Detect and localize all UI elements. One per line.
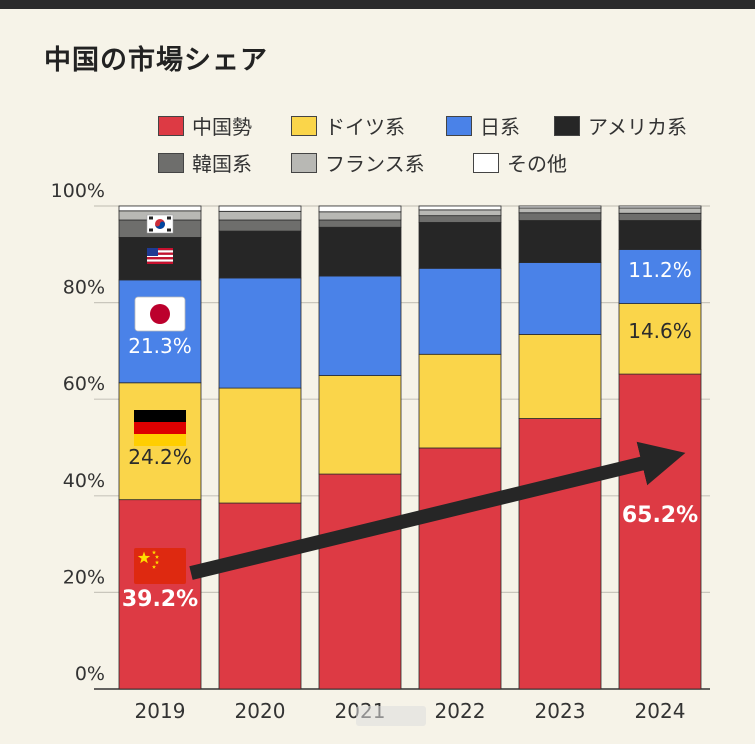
bar-segment [518,262,602,335]
bar-segment [618,205,702,209]
bar-segment [318,205,402,213]
japan-flag-icon [134,296,186,332]
bar-segment [618,220,702,250]
bar-segment [318,275,402,376]
legend-swatch-other [473,152,499,173]
data-label: 65.2% [622,503,698,528]
bar-segment [318,375,402,475]
legend-swatch-china [158,115,184,136]
bar-segment [418,353,502,449]
data-label: 39.2% [122,587,198,612]
watermark [356,706,426,726]
data-label: 24.2% [128,445,192,469]
legend-item-korea: 韓国系 [158,148,252,177]
south-korea-flag-icon [146,214,174,234]
legend-item-other: その他 [473,148,567,177]
china-flag-icon [134,548,186,584]
bar-segment [518,334,602,419]
bar-segment [318,219,402,228]
legend-label-america: アメリカ系 [588,115,687,139]
bar-segment [118,205,202,212]
x-tick-label: 2024 [635,699,686,723]
legend-label-japan: 日系 [480,115,520,139]
trend-arrow [189,441,686,580]
bar-segment [418,267,502,355]
bar-segment [318,473,402,690]
top-border [0,0,755,9]
bar-segment [418,205,502,211]
data-label: 11.2% [628,258,692,282]
legend-label-germany: ドイツ系 [325,115,405,139]
bar-segment [618,207,702,214]
bar-segment [218,387,302,504]
legend-swatch-france [291,152,317,173]
x-tick-label: 2020 [235,699,286,723]
bar-segment [418,215,502,223]
y-tick-label: 100% [51,180,105,202]
x-tick-label: 2023 [535,699,586,723]
bar-segment [618,373,702,690]
bar-segment [418,447,502,690]
bar-segment [218,219,302,232]
legend-swatch-germany [291,115,317,136]
y-tick-label: 40% [63,470,105,492]
bar-segment [318,226,402,277]
bar-segment [218,277,302,389]
bar-segment [518,207,602,214]
bar-segment [118,499,202,690]
bar-segment [218,230,302,279]
germany-flag-icon [134,410,186,446]
legend-item-japan: 日系 [446,111,520,140]
data-label: 14.6% [628,319,692,343]
y-tick-label: 80% [63,277,105,299]
legend-item-germany: ドイツ系 [291,111,405,140]
bar-segment [518,418,602,690]
bar-segment [518,205,602,209]
legend-label-china: 中国勢 [192,115,252,139]
y-tick-label: 0% [75,663,105,685]
bar-segment [218,502,302,690]
y-tick-label: 20% [63,566,105,588]
legend-swatch-japan [446,115,472,136]
legend-item-france: フランス系 [291,148,425,177]
united-states-flag-icon [147,248,173,264]
bar-segment [618,212,702,221]
bar-segment [418,222,502,269]
bar-segment [318,211,402,221]
legend-item-america: アメリカ系 [554,111,687,140]
bar-segment [618,249,702,304]
legend-item-china: 中国勢 [158,111,252,140]
bar-segment [518,212,602,221]
legend-swatch-america [554,115,580,136]
y-tick-label: 60% [63,373,105,395]
bar-segment [618,303,702,375]
legend-label-other: その他 [507,152,567,176]
legend-label-france: フランス系 [325,152,425,176]
bar-segment [218,205,302,212]
data-label: 21.3% [128,334,192,358]
chart-title: 中国の市場シェア [44,45,268,76]
bar-segment [518,220,602,263]
legend-swatch-korea [158,152,184,173]
bar-segment [418,209,502,217]
bar-segment [218,210,302,221]
x-tick-label: 2019 [135,699,186,723]
legend-label-korea: 韓国系 [192,152,252,176]
x-tick-label: 2022 [435,699,486,723]
